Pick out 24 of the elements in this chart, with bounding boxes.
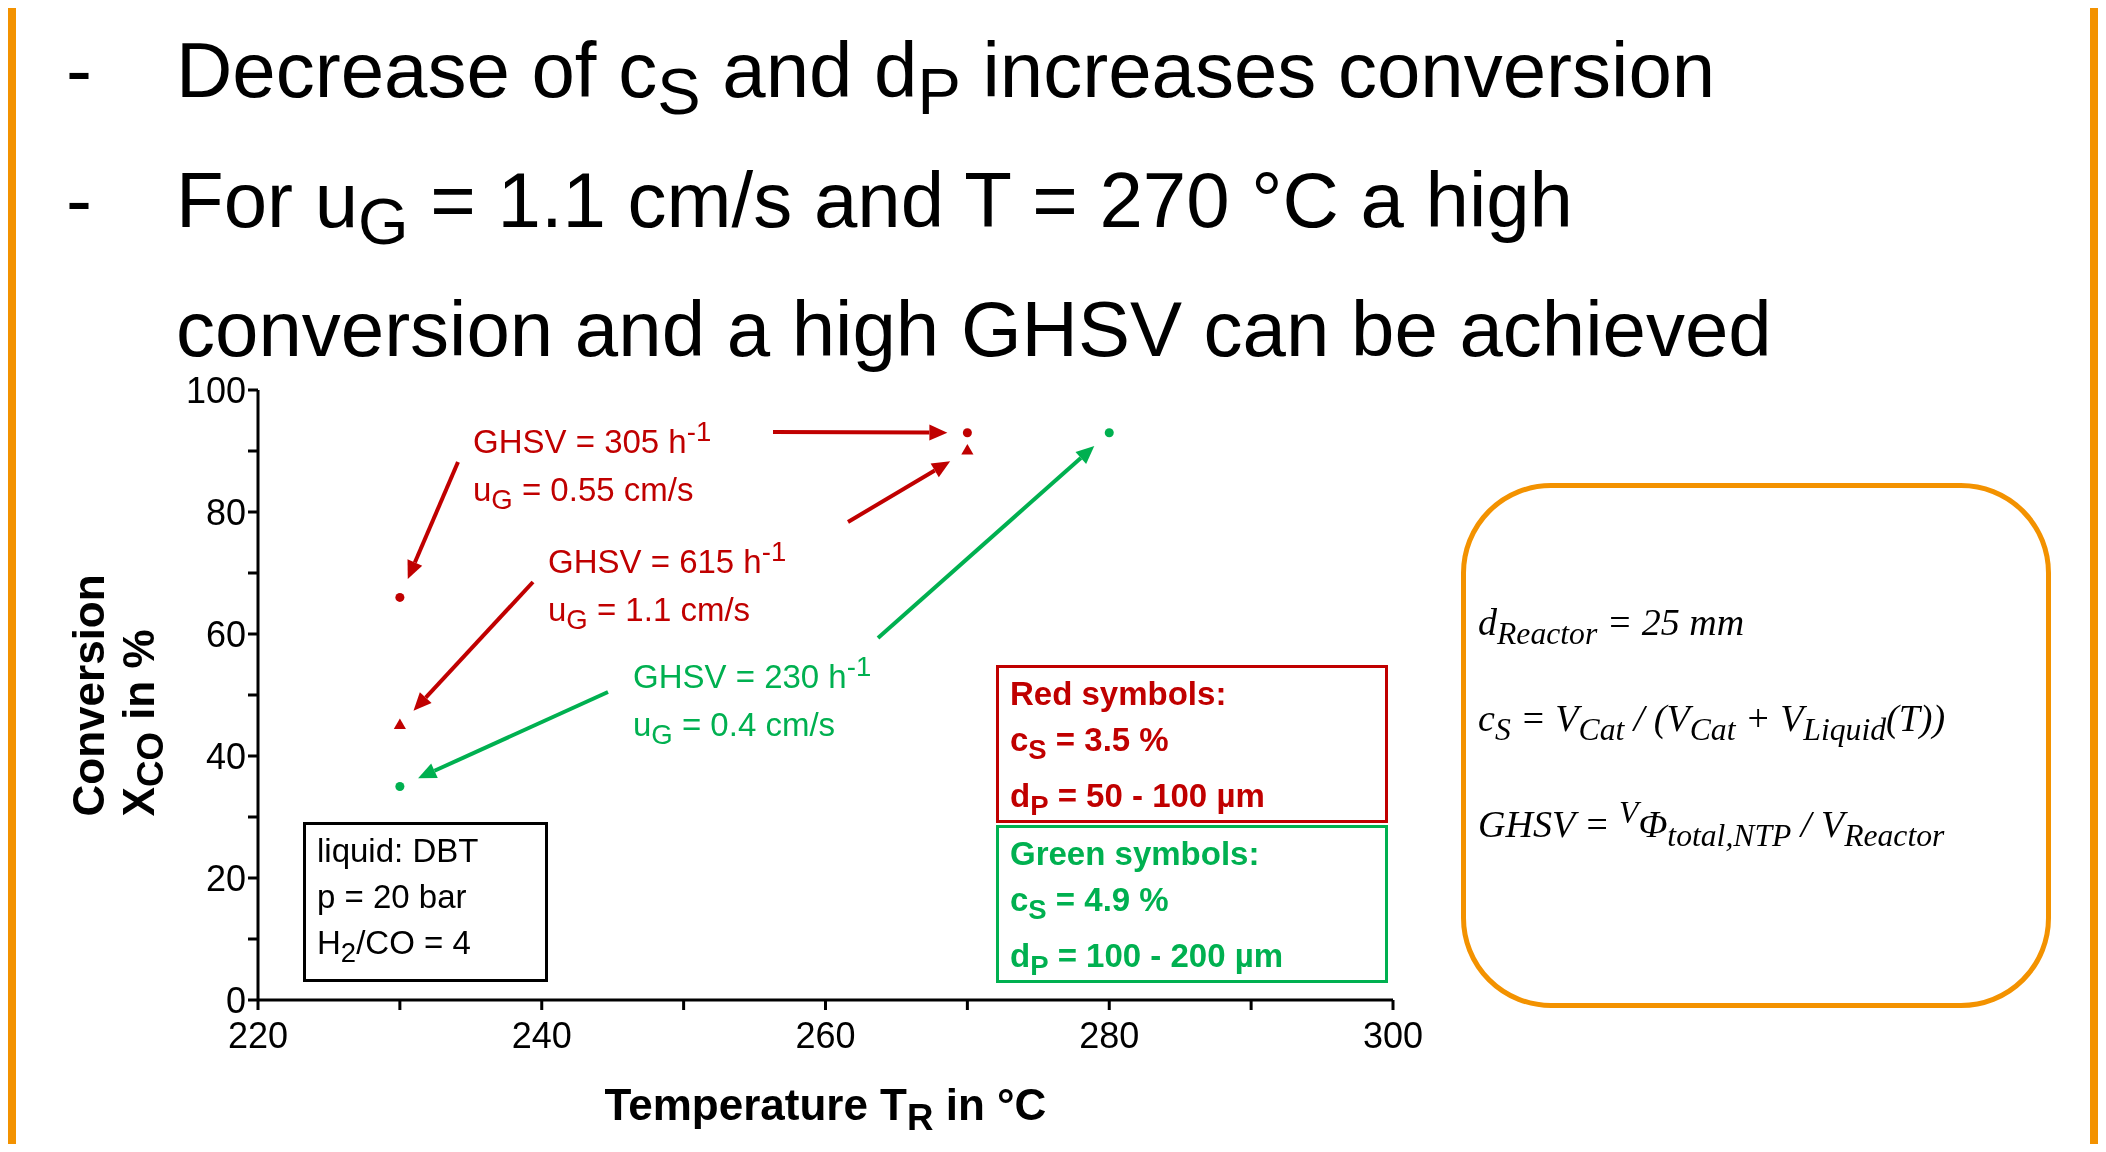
y-tick-label: 40 <box>205 735 246 777</box>
annotation: Green symbols: c$_{S}$ = 4.9 % d$_{P}$ = 100 - 200 µm <box>1010 835 1284 981</box>
annotation: liquid: DBT p = 20 bar H$_{2}$/CO = 4 <box>317 832 479 968</box>
text: d$_{Reactor}$ = 25 mm <box>1478 601 1745 651</box>
point <box>962 428 972 438</box>
x-axis-title: Temperature T$_{R}$ in °C <box>604 1080 1047 1138</box>
x-tick-label: 300 <box>1362 1014 1424 1056</box>
point <box>395 592 405 602</box>
annotation: Red symbols: c$_{S}$ = 3.5 % d$_{P}$ = 50 - 100 µm <box>1010 675 1265 821</box>
text: GHSV = 615 h$^{-1}$ u$_{G}$ = 1.1 cm/s <box>548 536 787 635</box>
text: GHSV = $^{V}$Φ$_{total,NTP}$ / V$_{Reactor}$ <box>1478 795 1945 853</box>
y-tick-label: 60 <box>205 613 246 655</box>
point <box>395 781 405 792</box>
x-tick-label: 240 <box>511 1014 572 1056</box>
text: GHSV = 230 h$^{-1}$ u$_{G}$ = 0.4 cm/s <box>633 651 872 750</box>
text: GHSV = 305 h$^{-1}$ u$_{G}$ = 0.55 cm/s <box>473 416 712 515</box>
x-tick-label: 260 <box>795 1014 856 1056</box>
point <box>393 718 406 730</box>
x-tick-label: 280 <box>1079 1014 1140 1056</box>
y-tick-label: 80 <box>205 491 246 533</box>
text: c$_{S}$ = V$_{Cat}$ / (V$_{Cat}$ + V$_{Liquid}$(T)) <box>1478 696 1946 747</box>
point <box>1104 428 1114 438</box>
y-tick-label: 20 <box>205 857 246 899</box>
text: - Decrease of c$_{S}$ and d$_{P}$ increases conversion <box>66 25 1716 130</box>
